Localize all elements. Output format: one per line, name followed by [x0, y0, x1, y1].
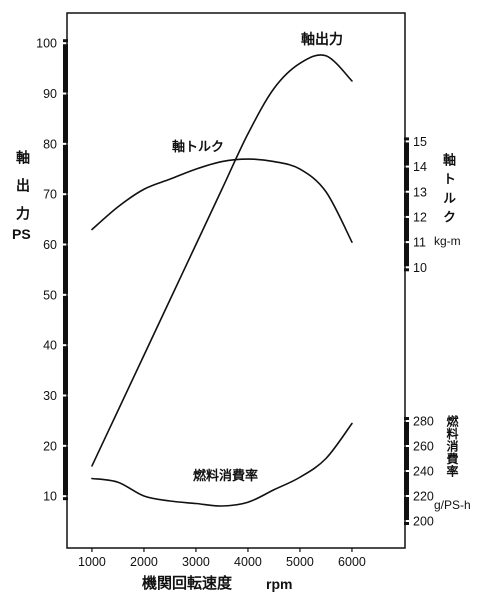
fuel-axis-title: 燃料消費率	[445, 415, 459, 478]
torque-axis-title: 軸トルク	[440, 153, 455, 229]
x-axis-unit: rpm	[266, 576, 293, 592]
shaft-output-tick-label: 10	[43, 490, 57, 504]
torque-tick-label: 13	[413, 185, 427, 199]
shaft-output-curve-label: 軸出力	[301, 32, 343, 48]
shaft-output-tick-label: 20	[43, 439, 57, 453]
fuel-consumption-axis-bar-segment	[404, 472, 409, 495]
shaft-output-axis-bar-segment	[63, 195, 68, 244]
shaft-output-tick-label: 60	[43, 238, 57, 252]
fuel-consumption-tick-label: 240	[413, 465, 434, 479]
x-tick-label: 4000	[234, 555, 262, 569]
x-tick-label: 2000	[130, 555, 158, 569]
torque-axis-bar-segment	[404, 192, 409, 216]
shaft-output-tick-label: 90	[43, 87, 57, 101]
x-tick-label: 5000	[286, 555, 314, 569]
torque-line	[91, 158, 353, 243]
shaft-output-axis-bar-end	[63, 39, 68, 43]
x-tick-label: 3000	[182, 555, 210, 569]
left-axis-title: 軸出力	[14, 150, 30, 234]
torque-axis-bar-segment	[404, 167, 409, 191]
shaft-output-tick-label: 50	[43, 288, 57, 302]
torque-axis-bar-segment	[404, 243, 409, 267]
torque-axis-bar-end	[404, 268, 409, 272]
fuel-consumption-axis-bar-segment	[404, 422, 409, 445]
x-tick-label: 1000	[78, 555, 106, 569]
fuel-consumption-tick-label: 220	[413, 490, 434, 504]
shaft-output-axis-bar-segment	[63, 245, 68, 294]
left-axis-unit: PS	[12, 226, 31, 242]
torque-tick-label: 11	[413, 236, 426, 250]
shaft-output-axis-bar-segment	[63, 295, 68, 345]
x-tick-label: 6000	[338, 555, 366, 569]
torque-axis-bar-segment	[404, 217, 409, 242]
x-axis-title: 機関回転速度	[142, 574, 233, 592]
fuel-consumption-tick-label: 260	[413, 440, 434, 454]
fuel-consumption-axis-bar-segment	[404, 447, 409, 470]
shaft-output-axis-bar-segment	[63, 94, 68, 143]
shaft-output-axis-bar-segment	[63, 446, 68, 496]
plot-frame	[66, 12, 406, 549]
fuel-consumption-axis-bar-segment	[404, 497, 409, 520]
series-lines	[91, 54, 353, 507]
torque-axis-bar-segment	[404, 142, 409, 166]
tick-labels: 10 20 30 40 50 60 70 80 90 100 10 11 12 13 14 15 200 220 2…	[36, 37, 434, 569]
shaft-output-axis-bar-segment	[63, 346, 68, 395]
torque-tick-label: 14	[413, 160, 427, 174]
torque-tick-label: 12	[413, 210, 427, 224]
fuel-consumption-curve-label: 燃料消費率	[193, 469, 259, 484]
fuel-axis-unit: g/PS-h	[434, 498, 471, 512]
torque-tick-label: 10	[413, 261, 427, 275]
shaft-output-tick-label: 70	[43, 188, 57, 202]
shaft-output-tick-label: 30	[43, 389, 57, 403]
shaft-output-axis-bar-end	[63, 497, 68, 501]
fuel-consumption-tick-label: 280	[413, 415, 434, 429]
axis-scale-bars	[63, 39, 409, 525]
shaft-output-tick-label: 80	[43, 137, 57, 151]
shaft-output-axis-bar-segment	[63, 396, 68, 445]
torque-axis-unit: kg-m	[434, 234, 461, 248]
torque-curve-label: 軸トルク	[172, 140, 225, 155]
shaft-output-line	[91, 54, 353, 467]
shaft-output-tick-label: 100	[36, 37, 57, 51]
torque-axis-bar-end	[404, 137, 409, 141]
fuel-consumption-tick-label: 200	[413, 515, 434, 529]
fuel-consumption-axis-bar-end	[404, 522, 409, 525]
shaft-output-axis-bar-segment	[63, 144, 68, 194]
torque-tick-label: 15	[413, 135, 427, 149]
shaft-output-tick-label: 40	[43, 339, 57, 353]
fuel-consumption-axis-bar-end	[404, 417, 409, 420]
shaft-output-axis-bar-segment	[63, 44, 68, 93]
fuel-consumption-line	[91, 422, 353, 507]
